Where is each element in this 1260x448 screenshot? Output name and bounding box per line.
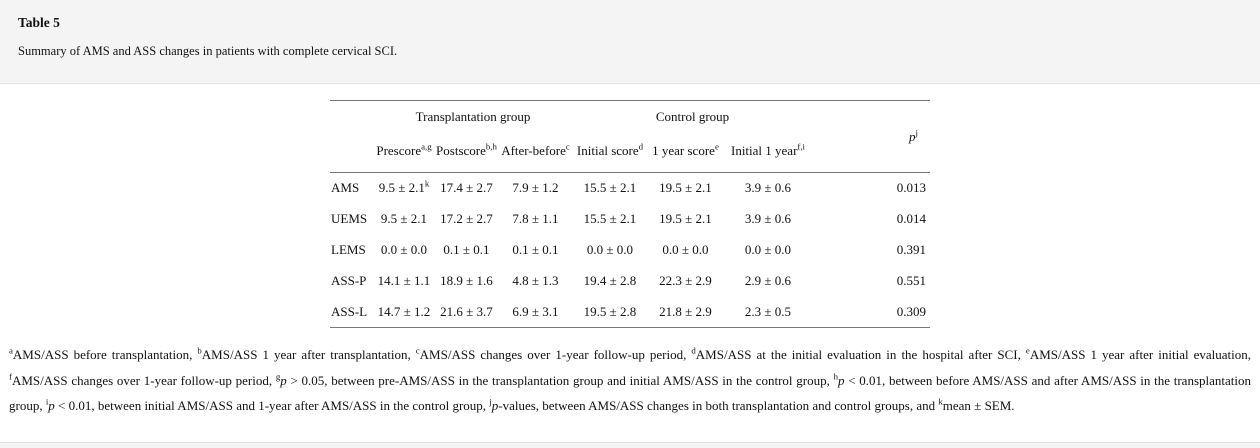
footnote-marker: j [489, 396, 492, 407]
column-header-sup: f,i [797, 141, 806, 152]
row-label: ASS-L [331, 303, 368, 319]
value-cell: 14.7 ± 1.2 [377, 303, 431, 319]
value-cell: 2.3 ± 0.5 [744, 303, 792, 319]
p-value-cell: 0.014 [896, 211, 926, 226]
p-column-header: pj [813, 101, 930, 173]
footnote-marker: b [197, 345, 202, 356]
column-header-sup: b,h [485, 141, 497, 152]
value-cell: 22.3 ± 2.9 [659, 273, 712, 288]
p-value-cell: 0.309 [896, 303, 926, 319]
footnote-marker: k [938, 396, 943, 407]
corner-cell [330, 101, 374, 131]
value-cell: 0.0 ± 0.0 [662, 242, 709, 257]
table-content-area: Transplantation group Control group pj P… [0, 84, 1260, 443]
footnote-marker: c [415, 345, 420, 356]
column-header-sup: a,g [421, 141, 432, 152]
value-sup: k [424, 178, 430, 189]
table-body: AMS 9.5 ± 2.1k 17.4 ± 2.7 7.9 ± 1.2 15.5 ± 2… [330, 173, 930, 328]
column-header: Initial 1 yearf,i [730, 141, 806, 159]
value-cell: 15.5 ± 2.1 [583, 211, 637, 226]
value-cell: 7.8 ± 1.1 [512, 211, 559, 226]
value-cell: 9.5 ± 2.1 [380, 211, 428, 226]
footnote-italic-p: p [491, 398, 499, 413]
value-cell: 0.0 ± 0.0 [586, 242, 634, 257]
value-cell: 21.8 ± 2.9 [659, 303, 712, 319]
value-cell: 19.5 ± 2.1 [659, 180, 712, 196]
value-cell: 21.6 ± 3.7 [440, 303, 493, 319]
p-value-cell: 0.551 [896, 273, 926, 288]
table-row: AMS 9.5 ± 2.1k 17.4 ± 2.7 7.9 ± 1.2 15.5 ± 2… [330, 173, 930, 204]
column-header: Prescorea,g [376, 141, 432, 159]
value-cell: 19.4 ± 2.8 [583, 273, 637, 288]
group-header-row: Transplantation group Control group pj [330, 101, 930, 143]
table-row: LEMS 0.0 ± 0.0 0.1 ± 0.1 0.1 ± 0.1 0.0 ± 0.0… [330, 235, 930, 266]
footnote-italic-p: p [280, 372, 287, 388]
column-header-sup: d [638, 141, 644, 152]
column-header: Initial scored [576, 141, 644, 159]
value-cell: 17.2 ± 2.7 [440, 211, 493, 226]
value-cell: 17.4 ± 2.7 [440, 180, 493, 196]
table-title: Table 5 [18, 15, 60, 30]
column-header-sup: c [565, 141, 570, 152]
value-cell: 14.1 ± 1.1 [377, 273, 431, 288]
column-header: After-beforec [501, 141, 570, 159]
value-cell: 3.9 ± 0.6 [744, 211, 792, 226]
table-row: ASS-P 14.1 ± 1.1 18.9 ± 1.6 4.8 ± 1.3 19.4 ±… [330, 266, 930, 297]
p-value-cell: 0.391 [896, 242, 926, 257]
value-cell: 3.9 ± 0.6 [744, 180, 792, 196]
value-cell: 19.5 ± 2.1 [659, 211, 712, 226]
summary-table: Transplantation group Control group pj P… [330, 100, 930, 328]
table-header: Transplantation group Control group pj P… [330, 101, 930, 173]
table-row: UEMS 9.5 ± 2.1 17.2 ± 2.7 7.8 ± 1.1 15.5 ± 2… [330, 204, 930, 235]
value-cell: 6.9 ± 3.1 [512, 303, 559, 319]
column-header-sup: e [714, 141, 719, 152]
value-cell: 18.9 ± 1.6 [440, 273, 493, 288]
footnote-marker: f [9, 371, 12, 382]
row-label: AMS [331, 180, 360, 196]
value-cell: 0.0 ± 0.0 [744, 242, 792, 257]
table-row: ASS-L 14.7 ± 1.2 21.6 ± 3.7 6.9 ± 3.1 19.5 ±… [330, 297, 930, 328]
footnote-marker: i [45, 396, 49, 407]
value-cell: 4.8 ± 1.3 [512, 273, 559, 288]
group-header-control: Control group [655, 109, 730, 125]
p-header-sup: j [915, 127, 918, 138]
value-cell: 19.5 ± 2.8 [583, 303, 637, 319]
footnotes: aAMS/ASS before transplantation, bAMS/AS… [9, 345, 1252, 413]
row-label: UEMS [331, 211, 368, 226]
footnote-marker: g [275, 371, 281, 382]
footnote-marker: a [9, 345, 13, 356]
table-caption-strip: Table 5 Summary of AMS and ASS changes i… [0, 0, 1260, 84]
row-label: LEMS [331, 242, 366, 257]
group-header-transplantation: Transplantation group [415, 109, 531, 125]
value-cell: 7.9 ± 1.2 [512, 180, 559, 196]
value-cell: 0.1 ± 0.1 [443, 242, 490, 257]
footnote-italic-p: p [48, 398, 55, 413]
value-cell: 15.5 ± 2.1 [583, 180, 637, 196]
column-header: 1 year scoree [652, 141, 719, 159]
column-header-row: Prescorea,g Postscoreb,h After-beforec Init… [330, 131, 930, 173]
footnote-marker: h [833, 371, 838, 382]
value-cell: 9.5 ± 2.1k [378, 178, 430, 196]
value-cell: 2.9 ± 0.6 [744, 273, 792, 288]
corner-cell [330, 131, 374, 173]
footnote-marker: d [691, 345, 696, 356]
p-value-cell: 0.013 [896, 180, 926, 196]
value-cell: 0.0 ± 0.0 [380, 242, 428, 257]
column-header: Postscoreb,h [436, 141, 497, 159]
p-symbol: p [909, 128, 916, 144]
row-label: ASS-P [331, 273, 367, 288]
value-cell: 0.1 ± 0.1 [512, 242, 559, 257]
table-subtitle: Summary of AMS and ASS changes in patien… [18, 44, 398, 58]
footnote-italic-p: p [838, 372, 845, 388]
footnote-marker: e [1025, 345, 1030, 356]
